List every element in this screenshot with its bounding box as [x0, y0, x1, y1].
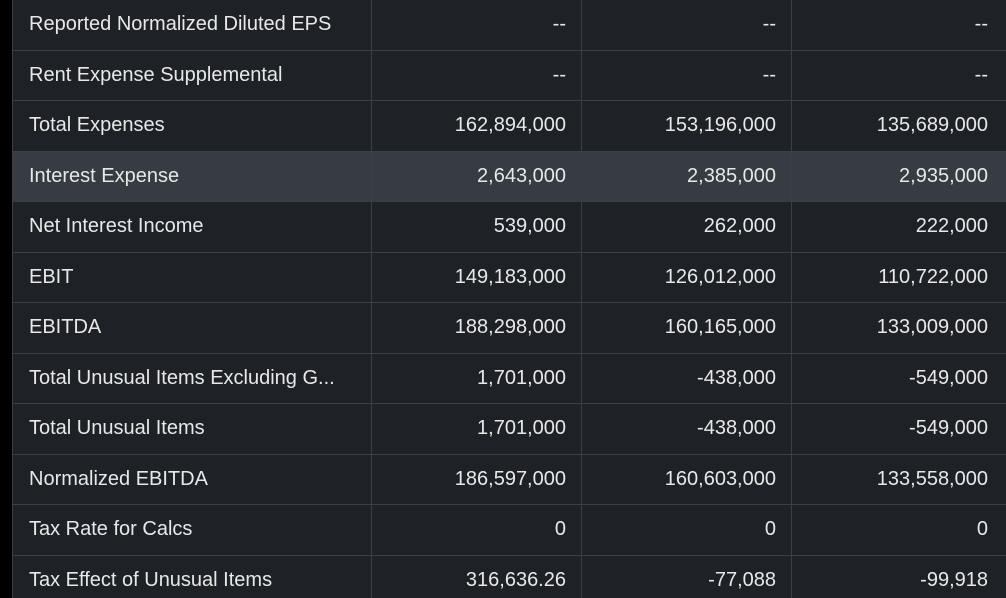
row-label: EBIT [13, 252, 372, 302]
table-row[interactable]: Tax Effect of Unusual Items 316,636.26 -… [13, 555, 1006, 598]
value-cell: 1,701,000 [372, 353, 582, 403]
value-cell: 2,935,000 [899, 164, 988, 187]
value-cell: -549,000 [909, 417, 988, 440]
table-row[interactable]: Rent Expense Supplemental -- -- -- [13, 50, 1006, 101]
row-label: EBITDA [13, 303, 372, 353]
value-cell: 2,385,000 [582, 151, 792, 201]
table-row[interactable]: Net Interest Income 539,000 262,000 222,… [13, 202, 1006, 253]
financials-table: Reported Normalized Diluted EPS -- -- --… [12, 0, 1006, 598]
table-row[interactable]: Tax Rate for Calcs 0 0 0 [13, 505, 1006, 556]
value-cell: -- [372, 50, 582, 100]
value-cell: -549,000 [909, 366, 988, 389]
value-cell: 188,298,000 [372, 303, 582, 353]
value-cell: 133,009,000 [876, 316, 988, 339]
value-cell: 1,701,000 [372, 404, 582, 454]
table-row[interactable]: EBITDA 188,298,000 160,165,000 133,009,0… [13, 303, 1006, 354]
row-label: Total Unusual Items Excluding G... [13, 353, 372, 403]
value-cell: 110,722,000 [878, 265, 988, 288]
value-cell: -- [372, 0, 582, 50]
value-cell: -- [582, 0, 792, 50]
table-row-hovered[interactable]: Interest Expense 2,643,000 2,385,000 2,9… [13, 151, 1006, 202]
value-cell: 186,597,000 [372, 454, 582, 504]
row-label: Total Unusual Items [13, 404, 372, 454]
row-label: Interest Expense [13, 151, 372, 201]
value-cell: 0 [976, 518, 988, 541]
value-cell: 135,689,000 [876, 114, 988, 137]
row-label: Tax Effect of Unusual Items [13, 555, 372, 598]
value-cell: 133,558,000 [876, 467, 988, 490]
table-row[interactable]: Reported Normalized Diluted EPS -- -- -- [13, 0, 1006, 51]
value-cell: 149,183,000 [372, 252, 582, 302]
value-cell: -- [974, 63, 988, 86]
table-row[interactable]: Normalized EBITDA 186,597,000 160,603,00… [13, 454, 1006, 505]
table-row[interactable]: Total Unusual Items Excluding G... 1,701… [13, 353, 1006, 404]
value-cell: 162,894,000 [372, 101, 582, 151]
table-row[interactable]: Total Unusual Items 1,701,000 -438,000 -… [13, 404, 1006, 455]
value-cell: -438,000 [582, 404, 792, 454]
table-row[interactable]: Total Expenses 162,894,000 153,196,000 1… [13, 101, 1006, 152]
row-label: Reported Normalized Diluted EPS [13, 0, 372, 50]
value-cell: 160,603,000 [582, 454, 792, 504]
table-row[interactable]: EBIT 149,183,000 126,012,000 110,722,000 [13, 252, 1006, 303]
row-label: Normalized EBITDA [13, 454, 372, 504]
row-label: Total Expenses [13, 101, 372, 151]
value-cell: 160,165,000 [582, 303, 792, 353]
value-cell: 2,643,000 [372, 151, 582, 201]
value-cell: -- [582, 50, 792, 100]
value-cell: 153,196,000 [582, 101, 792, 151]
row-label: Tax Rate for Calcs [13, 505, 372, 555]
value-cell: -99,918 [920, 568, 988, 591]
value-cell: 0 [372, 505, 582, 555]
value-cell: 316,636.26 [372, 555, 582, 598]
row-label: Rent Expense Supplemental [13, 50, 372, 100]
value-cell: 0 [582, 505, 792, 555]
value-cell: -- [974, 13, 988, 36]
value-cell: -438,000 [582, 353, 792, 403]
value-cell: 222,000 [915, 215, 988, 238]
value-cell: 539,000 [372, 202, 582, 252]
value-cell: 126,012,000 [582, 252, 792, 302]
value-cell: 262,000 [582, 202, 792, 252]
value-cell: -77,088 [582, 555, 792, 598]
row-label: Net Interest Income [13, 202, 372, 252]
